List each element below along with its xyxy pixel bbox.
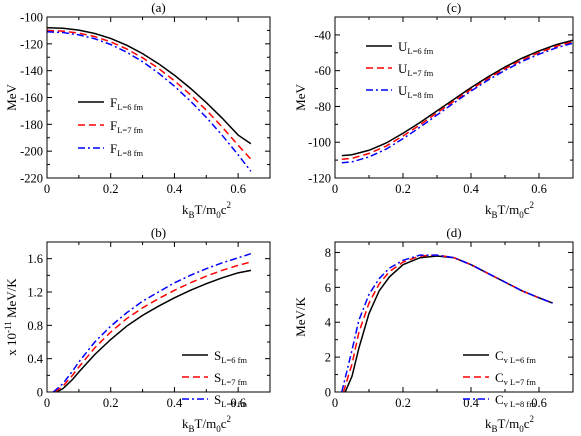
y-axis-label: MeV xyxy=(4,84,19,111)
series-line xyxy=(56,269,252,392)
plot-frame xyxy=(334,16,574,179)
y-tick-label: 1.6 xyxy=(27,252,43,266)
panel-title: (b) xyxy=(151,225,166,240)
x-tick-label: 0.6 xyxy=(531,396,547,410)
legend-entry: FL=6 fm xyxy=(110,95,143,112)
y-tick-label: -100 xyxy=(20,11,43,25)
series-line xyxy=(341,39,573,157)
y-tick-label: -40 xyxy=(314,28,331,42)
chart-panel: (a) 0 0.2 0.4 0.6 -220 -200 -180 -160 -140 -120 -10… xyxy=(4,0,271,220)
y-tick-label: 2 xyxy=(325,351,331,365)
series-line xyxy=(341,42,573,164)
legend-entry: SL=8 fm xyxy=(214,392,247,409)
y-tick-label: -80 xyxy=(314,100,331,114)
x-tick-label: 0 xyxy=(44,182,50,196)
series-line xyxy=(341,40,573,160)
x-tick-label: 0.2 xyxy=(103,396,119,410)
y-tick-label: -180 xyxy=(20,118,43,132)
series-line xyxy=(342,254,553,392)
chart-panel: (c) 0 0.2 0.4 0.6 -120 -100 -80 -60 -40 kBT/m0c2 Me… xyxy=(293,0,574,220)
y-axis-label: MeV/K xyxy=(293,297,308,337)
legend-entry: UL=7 fm xyxy=(398,61,434,78)
series-line xyxy=(341,254,553,392)
y-tick-label: -120 xyxy=(308,172,331,186)
y-tick-label: -220 xyxy=(20,172,43,186)
x-axis-label: kBT/m0c2 xyxy=(485,414,534,434)
y-axis-label: x 10-11 MeV/K xyxy=(3,278,19,356)
x-tick-label: 0 xyxy=(332,396,338,410)
chart-panel: (b) 0 0.2 0.4 0.6 0 0.4 0.8 1.2 1.6 kBT/m0c2 x 10-1… xyxy=(3,225,271,434)
x-tick-label: 0.2 xyxy=(395,182,411,196)
y-tick-label: 0.8 xyxy=(27,319,43,333)
y-tick-label: 4 xyxy=(325,316,332,330)
y-tick-label: 6 xyxy=(325,281,331,295)
y-tick-label: -120 xyxy=(20,37,43,51)
y-tick-label: 8 xyxy=(325,246,331,260)
y-tick-label: 0.4 xyxy=(27,352,43,366)
panel-title: (c) xyxy=(447,0,461,15)
x-tick-label: 0 xyxy=(44,396,50,410)
series-line xyxy=(344,255,553,392)
panel-title: (d) xyxy=(446,225,461,240)
legend-entry: FL=8 fm xyxy=(110,141,143,158)
y-tick-label: 1.2 xyxy=(27,286,43,300)
x-tick-label: 0.6 xyxy=(230,396,246,410)
x-tick-label: 0.2 xyxy=(395,396,411,410)
y-tick-label: -60 xyxy=(314,64,331,78)
x-tick-label: 0.4 xyxy=(463,182,479,196)
series-line xyxy=(47,29,252,160)
x-tick-label: 0.6 xyxy=(230,182,246,196)
x-tick-label: 0.4 xyxy=(167,182,183,196)
chart-panel: (d) 0 0.2 0.4 0.6 0 2 4 6 8 kBT/m0c2 MeV/K Cv L=6 fm… xyxy=(293,225,574,434)
x-axis-label: kBT/m0c2 xyxy=(182,200,231,220)
x-tick-label: 0.4 xyxy=(167,396,183,410)
y-tick-label: -200 xyxy=(20,145,43,159)
y-tick-label: -160 xyxy=(20,91,43,105)
x-axis-label: kBT/m0c2 xyxy=(485,200,534,220)
y-tick-label: 0 xyxy=(37,386,43,400)
legend-entry: SL=7 fm xyxy=(214,370,247,387)
series-line xyxy=(47,31,252,172)
legend-entry: SL=6 fm xyxy=(214,348,247,365)
plot-frame xyxy=(334,241,574,393)
legend-entry: UL=6 fm xyxy=(398,39,434,56)
plot-frame xyxy=(46,16,271,179)
series-line xyxy=(47,26,252,145)
y-tick-label: -100 xyxy=(308,136,331,150)
legend-entry: FL=7 fm xyxy=(110,118,143,135)
plot-frame xyxy=(46,241,271,393)
x-axis-label: kBT/m0c2 xyxy=(182,414,231,434)
y-tick-label: 0 xyxy=(325,386,331,400)
legend-entry: UL=8 fm xyxy=(398,83,434,100)
x-tick-label: 0.4 xyxy=(463,396,479,410)
series-line xyxy=(54,261,252,392)
panel-title: (a) xyxy=(151,0,165,15)
x-tick-label: 0.6 xyxy=(531,182,547,196)
series-line xyxy=(52,252,252,392)
x-tick-label: 0.2 xyxy=(103,182,119,196)
legend-entry: Cv L=7 fm xyxy=(495,370,536,387)
y-axis-label: MeV xyxy=(293,84,308,111)
legend-entry: Cv L=8 fm xyxy=(495,392,536,409)
y-tick-label: -140 xyxy=(20,64,43,78)
legend-entry: Cv L=6 fm xyxy=(495,348,536,365)
x-tick-label: 0 xyxy=(332,182,338,196)
